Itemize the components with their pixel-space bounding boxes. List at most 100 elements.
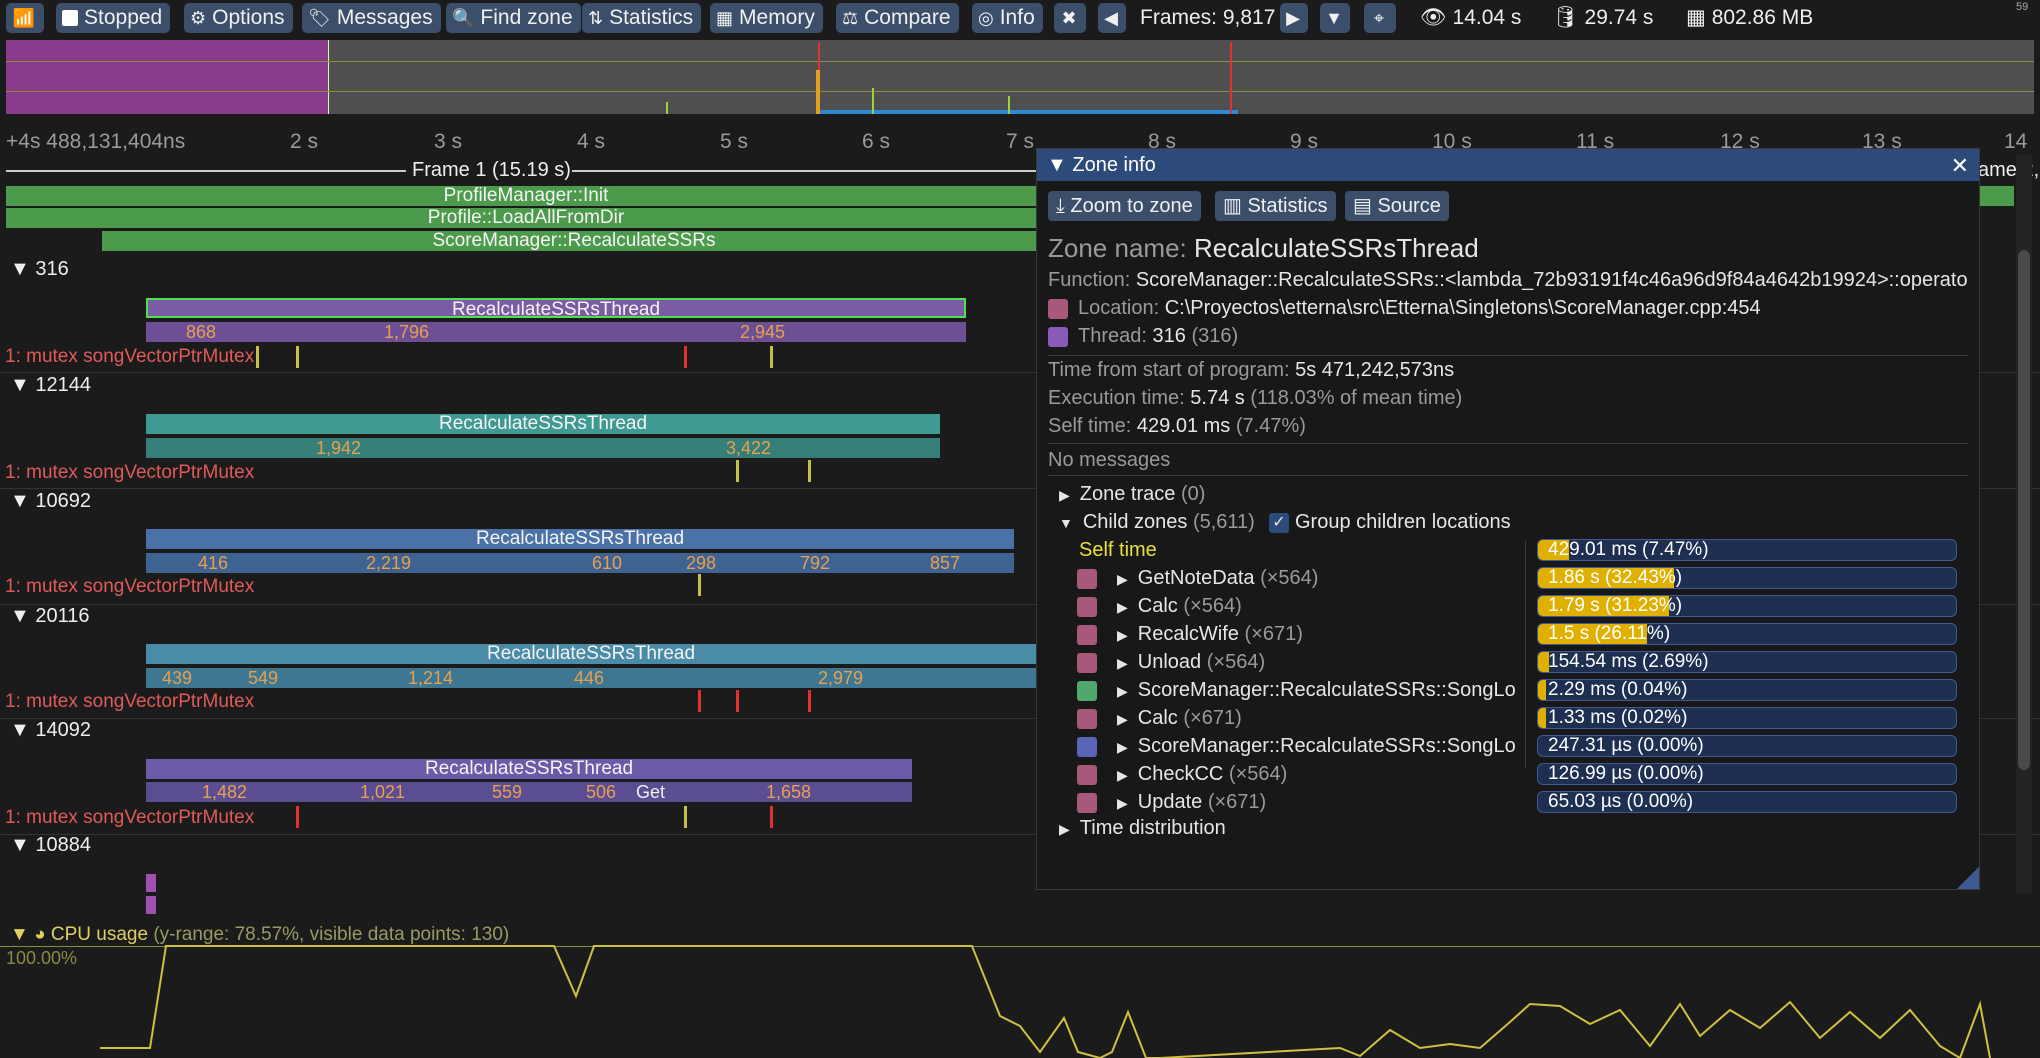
child-zone-count[interactable]: 506: [586, 782, 617, 802]
child-zones-strip: 439 549 1,214 446 2,979: [146, 668, 1036, 688]
child-zone-count[interactable]: 446: [574, 668, 605, 688]
zone-next-frame-stub[interactable]: [1980, 186, 2014, 206]
source-button[interactable]: ▤ Source: [1345, 191, 1449, 221]
scrollbar-thumb[interactable]: [2018, 250, 2030, 770]
child-zone-count[interactable]: 1,796: [384, 322, 430, 342]
stopped-button[interactable]: Stopped: [56, 3, 171, 33]
statistics-button[interactable]: ⇅ Statistics: [582, 3, 702, 33]
child-zone-count[interactable]: 1,021: [360, 782, 406, 802]
child-zone-count[interactable]: 610: [592, 553, 623, 573]
child-zone-row[interactable]: ▶ ScoreManager::RecalculateSSRs::SongLo: [1077, 735, 1516, 758]
thread-header[interactable]: ▼ 20116: [10, 605, 90, 627]
child-zone-row[interactable]: ▶ Calc (×564): [1077, 595, 1242, 618]
wifi-connection-button[interactable]: 📶: [6, 3, 44, 33]
zone-recalculate-ssrs-thread[interactable]: RecalculateSSRsThread: [146, 644, 1036, 664]
mutex-lock-label[interactable]: 1: mutex songVectorPtrMutex: [5, 346, 255, 367]
mutex-lock-label[interactable]: 1: mutex songVectorPtrMutex: [5, 462, 255, 483]
child-zone-count[interactable]: 549: [248, 668, 279, 688]
child-zone-count[interactable]: 1,482: [202, 782, 248, 802]
find-zone-button[interactable]: 🔍 Find zone: [446, 3, 581, 33]
child-zone-row[interactable]: ▶ CheckCC (×564): [1077, 763, 1287, 786]
caret-right-icon: ▶: [1117, 599, 1128, 615]
zone-recalculate-ssrs-thread[interactable]: RecalculateSSRsThread: [146, 414, 940, 434]
child-zone-count[interactable]: 1,214: [408, 668, 454, 688]
child-zone-count[interactable]: 1,942: [316, 438, 362, 458]
tools-button[interactable]: ✖: [1054, 3, 1086, 33]
mutex-lock-label[interactable]: 1: mutex songVectorPtrMutex: [5, 691, 255, 712]
lock-marker: [684, 346, 687, 368]
child-zone-count[interactable]: 857: [930, 553, 961, 573]
child-zone-count[interactable]: 2,979: [818, 668, 864, 688]
frame-overview[interactable]: [6, 40, 2034, 114]
frame-label[interactable]: Frame 1 (15.19 s): [412, 159, 571, 181]
child-zone-row[interactable]: ▶ RecalcWife (×671): [1077, 623, 1303, 646]
child-zone-count[interactable]: 439: [162, 668, 193, 688]
thread-header[interactable]: ▼ 10884: [10, 834, 91, 856]
mutex-lock-label[interactable]: 1: mutex songVectorPtrMutex: [5, 576, 255, 597]
child-zone-row[interactable]: ▶ Calc (×671): [1077, 707, 1242, 730]
next-frame-button[interactable]: ▶: [1280, 3, 1308, 33]
bar-fill: [1538, 624, 1648, 644]
zoom-to-zone-button[interactable]: ⤓ Zoom to zone: [1048, 191, 1201, 221]
thread-header[interactable]: ▼ 12144: [10, 374, 91, 396]
compare-button[interactable]: ⚖ Compare: [836, 3, 959, 33]
cpu-usage-header[interactable]: ▼ ◕ CPU usage (y-range: 78.57%, visible …: [10, 924, 510, 945]
zone-recalculate-ssrs[interactable]: ScoreManager::RecalculateSSRs: [102, 231, 1046, 251]
time-ruler[interactable]: +4s 488,131,404ns 2 s 3 s 4 s 5 s 6 s 7 …: [0, 118, 2040, 154]
child-zone-count[interactable]: 868: [186, 322, 217, 342]
memory-icon: ▦: [716, 8, 734, 28]
memory-button[interactable]: ▦ Memory: [710, 3, 823, 33]
crosshairs-button[interactable]: ⌖: [1364, 3, 1396, 33]
thread-separator: [0, 372, 2040, 373]
child-zone-count[interactable]: 2,945: [740, 322, 786, 342]
child-zone-count[interactable]: 416: [198, 553, 229, 573]
sort-amount-icon: ⇅: [588, 8, 604, 28]
thread-header[interactable]: ▼ 10692: [10, 490, 91, 512]
search-icon: 🔍: [452, 8, 475, 28]
child-zone-row[interactable]: ▶ Unload (×564): [1077, 651, 1265, 674]
child-zone-count[interactable]: 2,219: [366, 553, 412, 573]
time-distribution-toggle[interactable]: ▶ Time distribution: [1059, 817, 1226, 839]
previous-frame-button[interactable]: ◀: [1098, 3, 1126, 33]
zone-recalculate-ssrs-thread[interactable]: RecalculateSSRsThread: [146, 529, 1014, 549]
frame-dropdown-button[interactable]: ▼: [1320, 3, 1350, 33]
zone-color-swatch: [1077, 792, 1097, 813]
close-icon[interactable]: ✕: [1950, 153, 1969, 178]
mutex-lock-label[interactable]: 1: mutex songVectorPtrMutex: [5, 807, 255, 828]
child-zone-row[interactable]: ▶ ScoreManager::RecalculateSSRs::SongLo: [1077, 679, 1516, 702]
zone-info-titlebar[interactable]: ▼ Zone info: [1037, 149, 1979, 181]
child-zone-count[interactable]: 559: [492, 782, 523, 802]
zone-profile-init[interactable]: ProfileManager::Init: [6, 186, 1046, 206]
child-zone-count[interactable]: 792: [800, 553, 831, 573]
ruler-tick: 11 s: [1576, 130, 1615, 153]
zone-trace-toggle[interactable]: ▶ Zone trace (0): [1059, 483, 1206, 505]
zone-small[interactable]: [146, 874, 156, 892]
info-button[interactable]: ◎ Info: [972, 3, 1043, 33]
group-children-checkbox[interactable]: ✓ Group children locations: [1269, 511, 1511, 534]
child-zone-name: ScoreManager::RecalculateSSRs::SongLo: [1137, 735, 1516, 757]
child-zone-label[interactable]: Get: [636, 782, 666, 802]
thread-header[interactable]: ▼ 14092: [10, 719, 91, 741]
zoom-icon: ⤓: [1056, 195, 1065, 217]
messages-button[interactable]: 🏷 Messages: [302, 3, 441, 33]
child-zone-row[interactable]: ▶ GetNoteData (×564): [1077, 567, 1318, 590]
child-zone-count[interactable]: 298: [686, 553, 717, 573]
resize-grip[interactable]: [1957, 867, 1979, 889]
zone-recalculate-ssrs-thread[interactable]: RecalculateSSRsThread: [146, 759, 912, 779]
options-button[interactable]: ⚙ Options: [184, 3, 293, 33]
bar-value: 65.03 µs (0.00%): [1548, 791, 1694, 812]
child-zones-toggle[interactable]: ▼ Child zones (5,611): [1059, 511, 1255, 533]
bar-value: 1.5 s (26.11%): [1548, 623, 1671, 644]
ruler-tick: 10 s: [1432, 130, 1472, 153]
zone-recalculate-ssrs-thread[interactable]: RecalculateSSRsThread: [146, 298, 966, 318]
divider: [1048, 443, 1968, 444]
zone-statistics-button[interactable]: ▥ Statistics: [1215, 191, 1336, 221]
location-row[interactable]: Location: C:\Proyectos\etterna\src\Etter…: [1048, 297, 1761, 320]
child-zone-count[interactable]: 3,422: [726, 438, 772, 458]
zone-small[interactable]: [146, 896, 156, 914]
child-zone-row[interactable]: ▶ Update (×671): [1077, 791, 1266, 814]
child-zone-count[interactable]: 1,658: [766, 782, 812, 802]
child-zone-count: (×564): [1260, 567, 1319, 589]
zone-load-all-from-dir[interactable]: Profile::LoadAllFromDir: [6, 208, 1046, 228]
thread-header[interactable]: ▼ 316: [10, 258, 69, 280]
